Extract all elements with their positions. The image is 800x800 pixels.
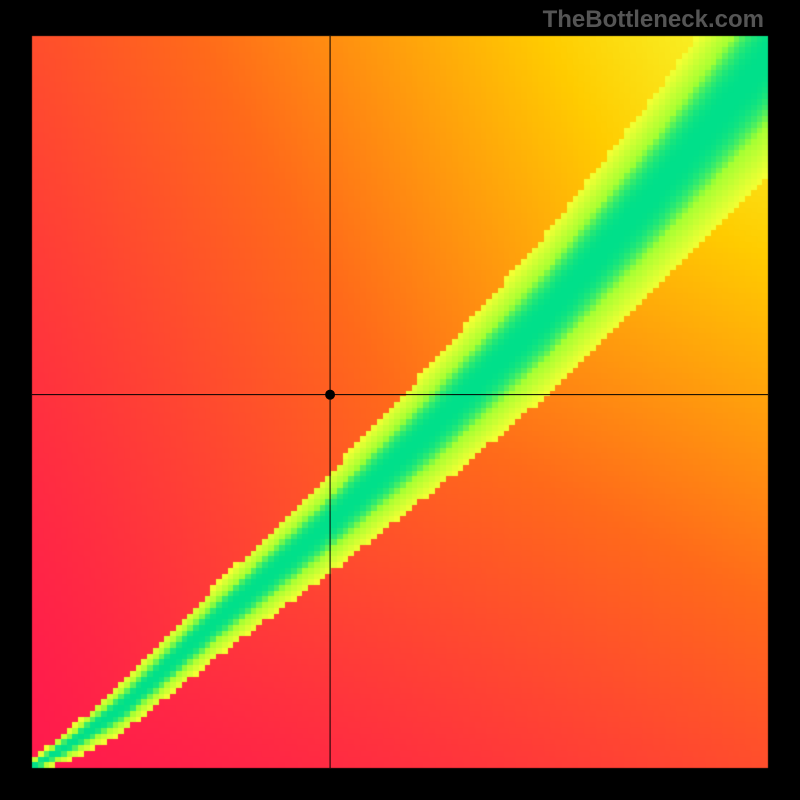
watermark-text: TheBottleneck.com	[543, 6, 764, 34]
bottleneck-heatmap	[0, 0, 800, 800]
chart-container: TheBottleneck.com	[0, 0, 800, 800]
